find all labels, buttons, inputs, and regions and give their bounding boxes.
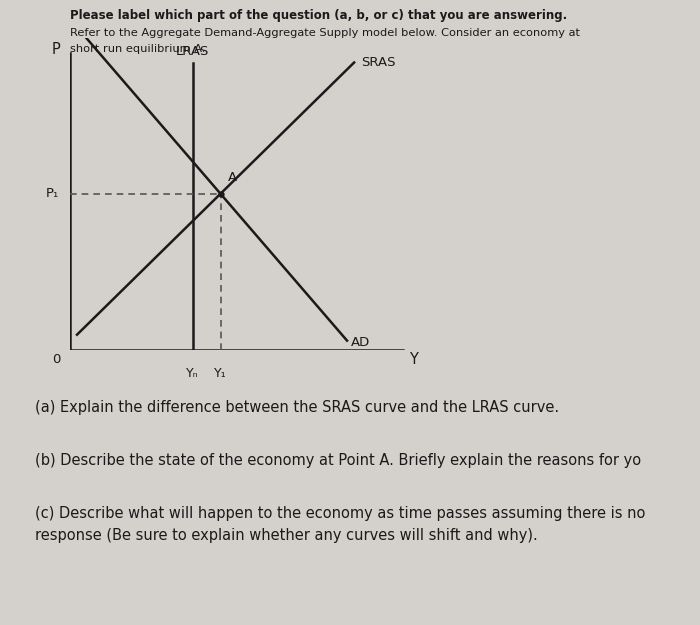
Text: A: A: [228, 171, 237, 184]
Text: Y₁: Y₁: [214, 367, 227, 380]
Text: SRAS: SRAS: [361, 56, 395, 69]
Text: (a) Explain the difference between the SRAS curve and the LRAS curve.: (a) Explain the difference between the S…: [35, 400, 559, 415]
Text: AD: AD: [351, 336, 370, 349]
Text: Refer to the Aggregate Demand-Aggregate Supply model below. Consider an economy : Refer to the Aggregate Demand-Aggregate …: [70, 28, 580, 38]
Text: response (Be sure to explain whether any curves will shift and why).: response (Be sure to explain whether any…: [35, 528, 538, 543]
Text: 0: 0: [52, 353, 60, 366]
Text: (c) Describe what will happen to the economy as time passes assuming there is no: (c) Describe what will happen to the eco…: [35, 506, 645, 521]
Text: Please label which part of the question (a, b, or c) that you are answering.: Please label which part of the question …: [70, 9, 567, 22]
Text: Y: Y: [409, 352, 417, 367]
Text: short run equilibrium A.: short run equilibrium A.: [70, 44, 205, 54]
Text: LRAS: LRAS: [176, 45, 209, 58]
Text: (b) Describe the state of the economy at Point A. Briefly explain the reasons fo: (b) Describe the state of the economy at…: [35, 453, 641, 468]
Text: Yₙ: Yₙ: [186, 367, 199, 380]
Text: P₁: P₁: [46, 188, 59, 200]
Text: P: P: [52, 42, 60, 58]
